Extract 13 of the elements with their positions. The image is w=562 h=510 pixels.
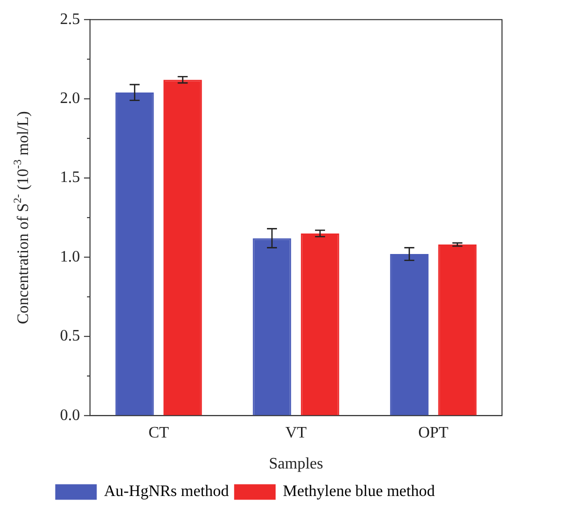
y-tick-label: 0.5 xyxy=(60,328,80,345)
y-axis-title: Concentration of S2- (10-3 mol/L) xyxy=(12,111,32,324)
x-axis-title: Samples xyxy=(268,456,324,473)
legend-label: Methylene blue method xyxy=(282,483,435,500)
x-tick-label: OPT xyxy=(418,424,449,442)
y-tick-label: 1.5 xyxy=(60,169,80,186)
y-tick-label: 1.0 xyxy=(60,248,80,266)
y-tick-label: 2.0 xyxy=(60,90,80,108)
y-tick-label: 0.0 xyxy=(60,406,80,424)
x-tick-label: VT xyxy=(285,424,307,442)
legend-label: Au-HgNRs method xyxy=(104,483,229,500)
x-tick-label: CT xyxy=(148,424,170,442)
y-tick-label: 2.5 xyxy=(60,10,80,28)
